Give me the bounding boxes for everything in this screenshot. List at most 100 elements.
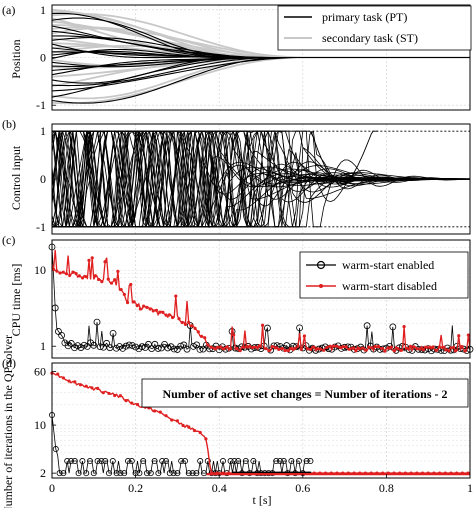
- iter-point-ws-disabled: [107, 391, 111, 396]
- iter-point-ws-enabled: [79, 458, 86, 465]
- panel-b-letter: (b): [2, 117, 16, 131]
- cpu-point-ws-disabled: [315, 347, 319, 351]
- iter-point-ws-enabled: [250, 458, 257, 465]
- iter-point-ws-enabled: [71, 458, 78, 465]
- cpu-point-ws-disabled: [347, 347, 352, 351]
- cpu-point-ws-disabled: [412, 345, 416, 349]
- iter-point-ws-enabled: [75, 470, 82, 477]
- cpu-point-ws-enabled: [180, 341, 188, 349]
- cpu-point-ws-disabled: [196, 330, 200, 334]
- legend-ws-disabled-label: warm-start disabled: [342, 279, 437, 293]
- iter-point-ws-enabled: [242, 458, 249, 465]
- xtick-label: 0.8: [379, 481, 394, 495]
- iter-point-ws-enabled: [170, 470, 177, 477]
- iter-point-ws-enabled: [231, 458, 238, 465]
- cpu-point-ws-disabled: [396, 347, 400, 351]
- control-trace-late: [310, 130, 378, 185]
- iter-point-ws-enabled: [189, 470, 196, 477]
- iter-point-ws-enabled: [273, 458, 280, 465]
- cpu-point-ws-disabled: [52, 267, 56, 272]
- cpu-point-ws-disabled: [103, 260, 107, 264]
- control-trace: [51, 130, 470, 228]
- cpu-point-ws-enabled: [273, 342, 281, 349]
- cpu-point-ws-disabled: [106, 277, 110, 281]
- iter-point-ws-enabled: [295, 458, 302, 465]
- xtick-label: 0: [49, 481, 55, 495]
- ytick-label: 1: [40, 124, 46, 138]
- cpu-point-ws-disabled: [450, 346, 454, 350]
- panel-b: 1 0 -1: [36, 123, 471, 235]
- ytick-label: 1: [40, 339, 46, 353]
- cpu-point-ws-disabled: [270, 344, 274, 349]
- cpu-point-ws-disabled: [203, 336, 207, 340]
- iter-point-ws-disabled: [113, 393, 117, 398]
- iter-point-ws-enabled: [102, 458, 109, 465]
- iter-point-ws-enabled: [56, 470, 63, 477]
- plot-frame: [51, 4, 471, 111]
- cpu-point-ws-disabled: [90, 256, 94, 260]
- iter-point-ws-enabled: [159, 458, 166, 465]
- cpu-point-ws-disabled: [122, 292, 126, 297]
- plot-frame: [51, 362, 471, 479]
- cpu-point-ws-disabled: [267, 349, 271, 353]
- cpu-point-ws-enabled: [264, 324, 271, 332]
- iter-point-ws-enabled: [193, 470, 200, 477]
- cpu-point-ws-enabled: [376, 346, 384, 353]
- cpu-point-ws-disabled: [257, 344, 261, 348]
- cpu-point-ws-disabled: [61, 270, 65, 274]
- cpu-point-ws-disabled: [109, 281, 114, 285]
- iter-point-ws-disabled: [90, 386, 94, 390]
- cpu-point-ws-enabled: [177, 342, 185, 350]
- cpu-point-ws-disabled: [299, 347, 303, 351]
- cpu-point-ws-disabled: [399, 348, 403, 353]
- iter-point-ws-enabled: [174, 470, 181, 477]
- iter-point-ws-disabled: [124, 399, 128, 403]
- cpu-point-ws-disabled: [453, 349, 458, 353]
- iter-point-ws-enabled: [197, 458, 204, 465]
- cpu-point-ws-disabled: [351, 346, 355, 350]
- iter-point-ws-enabled: [90, 470, 97, 477]
- iter-point-ws-disabled: [84, 384, 88, 388]
- iter-point-ws-enabled: [307, 458, 314, 465]
- ytick-label: 1: [40, 3, 46, 17]
- cpu-point-ws-disabled: [170, 315, 175, 320]
- cpu-point-ws-disabled: [296, 344, 300, 348]
- cpu-point-ws-disabled: [93, 274, 98, 278]
- cpu-point-ws-disabled: [125, 300, 130, 305]
- cpu-point-ws-disabled: [80, 276, 85, 280]
- position-trace: [51, 56, 470, 104]
- legend-ws-enabled-marker: [316, 260, 326, 270]
- panel-d: 60 10 20 0.2 0.4 0.6 0.8 1: [34, 362, 473, 495]
- cpu-point-ws-enabled: [164, 344, 172, 352]
- panel-d-annotation: Number of active set changes = Number of…: [141, 378, 469, 408]
- cpu-point-ws-enabled: [128, 342, 136, 349]
- cpu-point-ws-disabled: [280, 346, 284, 351]
- iter-point-ws-disabled: [198, 430, 202, 435]
- cpu-point-ws-disabled: [167, 313, 171, 317]
- xtick-label: 0.2: [128, 481, 143, 495]
- cpu-point-ws-disabled: [116, 269, 120, 273]
- cpu-point-ws-enabled: [170, 345, 178, 353]
- panel-c-letter: (c): [2, 233, 15, 247]
- cpu-point-ws-disabled: [84, 274, 88, 279]
- cpu-point-ws-disabled: [154, 308, 159, 312]
- cpu-point-ws-enabled: [389, 323, 397, 331]
- cpu-point-ws-disabled: [360, 346, 364, 350]
- xtick-label: 1: [467, 481, 473, 495]
- cpu-point-ws-disabled: [87, 258, 91, 262]
- cpu-point-ws-disabled: [77, 274, 81, 278]
- cpu-point-ws-disabled: [383, 349, 387, 353]
- cpu-point-ws-enabled: [132, 343, 140, 351]
- iter-point-ws-disabled: [158, 410, 162, 414]
- iter-point-ws-disabled: [130, 401, 134, 405]
- ytick-label: 0: [40, 51, 46, 65]
- iter-point-ws-disabled: [175, 419, 179, 423]
- cpu-point-ws-disabled: [228, 347, 233, 351]
- cpu-point-ws-disabled: [193, 326, 197, 330]
- cpu-point-ws-disabled: [55, 269, 59, 273]
- cpu-point-ws-disabled: [209, 345, 213, 349]
- iter-point-ws-enabled: [121, 470, 128, 477]
- cpu-point-ws-enabled: [363, 322, 371, 330]
- cpu-point-ws-disabled: [434, 348, 438, 352]
